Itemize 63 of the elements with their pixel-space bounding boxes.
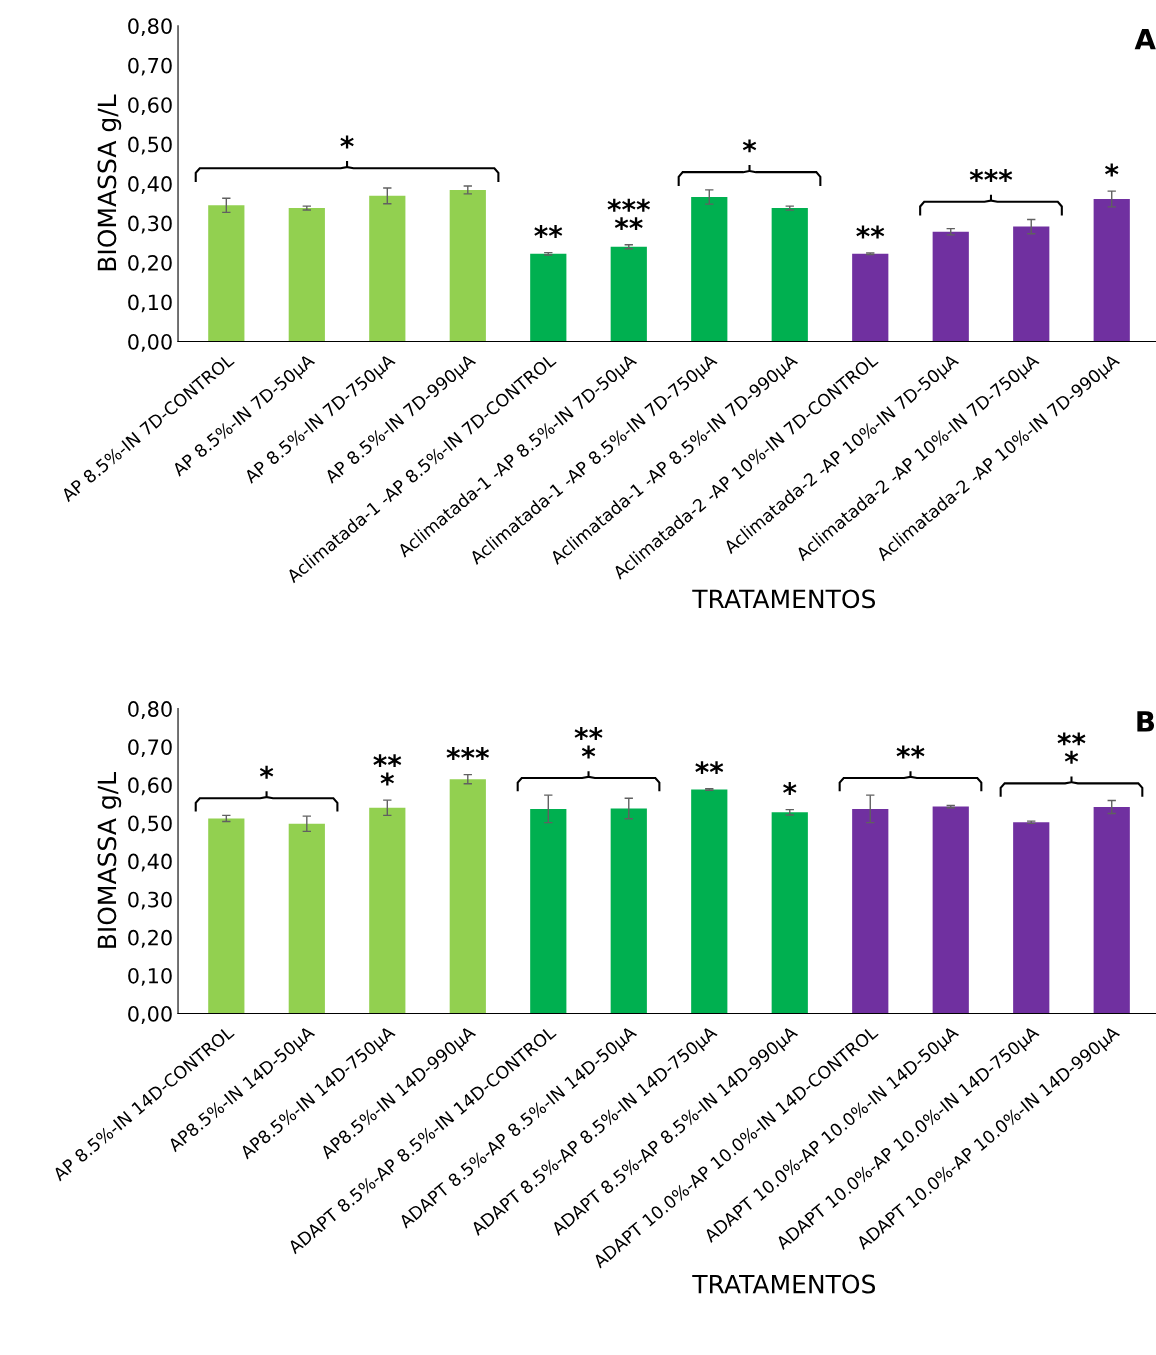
annotation: * [742,139,757,153]
bar [771,208,808,342]
annotation: ** [856,225,885,239]
annotation: * [259,765,274,779]
y-tick-label: 0,50 [128,815,172,834]
y-tick-label: 0,80 [128,18,172,37]
annotation: * [783,782,797,796]
bar [691,197,728,342]
annotation: * [1105,163,1119,177]
bar [288,823,325,1014]
y-tick-label: 0,60 [128,97,172,116]
bar [288,208,325,342]
bar [691,789,728,1014]
annotation: *** [446,747,490,760]
bar [852,808,889,1014]
y-tick-label: 0,20 [128,254,172,273]
annotation: ** [534,225,563,238]
bar [369,195,406,342]
y-tick-label: 0,20 [128,929,172,948]
y-axis-title: BIOMASSA g/L [97,772,122,948]
annotation: ** * [1057,732,1086,764]
bar [932,231,969,342]
y-axis-title: BIOMASSA g/L [97,94,122,271]
bar [369,807,406,1014]
annotation: * [340,135,354,149]
y-tick-label: 0,00 [128,333,172,352]
bar [208,205,245,342]
x-axis-title: TRATAMENTOS [692,1274,876,1294]
x-axis-title: TRATAMENTOS [692,589,876,609]
annotation: ** [695,761,724,775]
y-tick-label: 0,10 [128,294,172,313]
y-tick-label: 0,00 [128,1005,172,1024]
bar [1013,226,1050,342]
bar [852,253,889,342]
y-tick-label: 0,10 [128,967,172,986]
bar [610,246,647,342]
y-tick-label: 0,70 [128,739,172,758]
y-tick-label: 0,60 [128,777,172,796]
y-tick-label: 0,70 [128,57,172,76]
annotation: B [1137,711,1155,732]
annotation: ** * [574,727,603,759]
bar [771,812,808,1014]
bar [610,808,647,1014]
bar [449,779,486,1014]
y-tick-label: 0,80 [128,701,172,719]
y-tick-label: 0,40 [128,176,172,194]
bar [530,253,567,342]
bar [208,818,245,1014]
y-tick-label: 0,40 [128,853,172,872]
annotation: *** [969,169,1013,182]
bar [1093,806,1130,1014]
bar [932,806,969,1014]
bar [1093,198,1130,342]
bar [1013,822,1050,1014]
y-tick-label: 0,30 [128,215,172,234]
annotation: *** ** [607,198,651,231]
annotation: A [1134,28,1156,50]
annotation: ** [896,745,925,759]
bar [530,808,567,1014]
y-tick-label: 0,50 [128,136,172,155]
bar [449,189,486,342]
y-tick-label: 0,30 [128,891,172,910]
annotation: ** * [373,754,402,786]
